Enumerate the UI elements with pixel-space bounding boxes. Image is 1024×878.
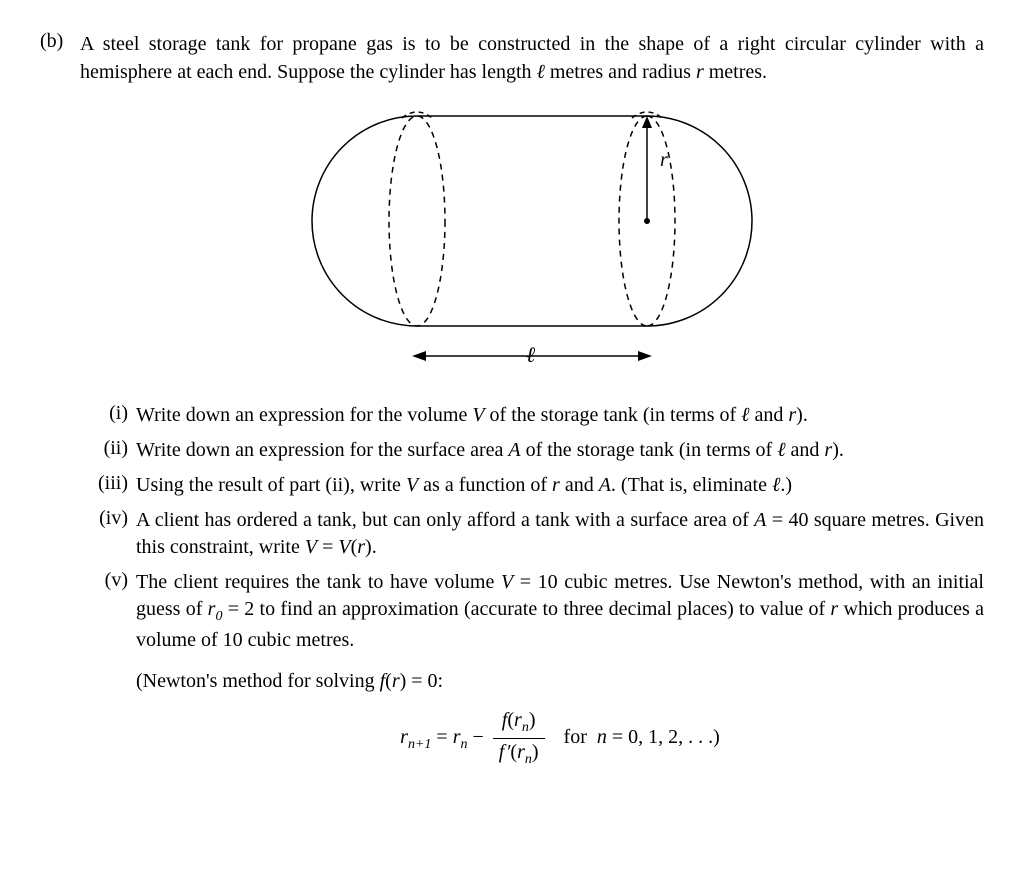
- subpart-iv: (iv) A client has ordered a tank, but ca…: [80, 507, 984, 561]
- subpart-iii: (iii) Using the result of part (ii), wri…: [80, 472, 984, 499]
- tank-figure: r ℓ: [80, 96, 984, 382]
- tank-svg: r ℓ: [292, 96, 772, 376]
- subpart-v: (v) The client requires the tank to have…: [80, 569, 984, 770]
- sub-text: The client requires the tank to have vol…: [136, 569, 984, 770]
- r-label: r: [660, 149, 668, 171]
- sub-label: (iii): [80, 472, 136, 495]
- ell-label: ℓ: [526, 342, 536, 367]
- subparts-list: (i) Write down an expression for the vol…: [80, 402, 984, 770]
- sub-text: Write down an expression for the surface…: [136, 437, 984, 464]
- intro-text: A steel storage tank for propane gas is …: [80, 30, 984, 86]
- sub-text: Write down an expression for the volume …: [136, 402, 984, 429]
- newton-formula: rn+1 = rn − f(rn) f ′(rn) for n = 0, 1, …: [136, 707, 984, 770]
- part-label: (b): [40, 30, 80, 53]
- subpart-ii: (ii) Write down an expression for the su…: [80, 437, 984, 464]
- sub-label: (ii): [80, 437, 136, 460]
- problem-content: A steel storage tank for propane gas is …: [80, 30, 984, 778]
- subpart-i: (i) Write down an expression for the vol…: [80, 402, 984, 429]
- problem-b: (b) A steel storage tank for propane gas…: [40, 30, 984, 778]
- newton-intro: (Newton's method for solving f(r) = 0:: [136, 668, 984, 695]
- sub-text: A client has ordered a tank, but can onl…: [136, 507, 984, 561]
- sub-label: (v): [80, 569, 136, 592]
- sub-text: Using the result of part (ii), write V a…: [136, 472, 984, 499]
- sub-label: (iv): [80, 507, 136, 530]
- sub-label: (i): [80, 402, 136, 425]
